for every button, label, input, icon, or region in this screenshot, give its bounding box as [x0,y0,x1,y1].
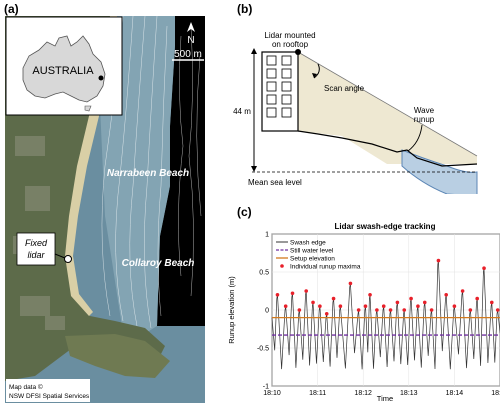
y-tick-label: -0.5 [257,346,269,353]
x-axis-ticks: 18:10 18:11 18:12 18:13 18:14 18:15 [263,390,500,397]
lidar-label-line1: Lidar mounted [264,31,315,40]
runup-maximum-point [304,289,308,293]
runup-maximum-point [318,304,322,308]
runup-maximum-point [283,304,288,308]
x-tick-label: 18:13 [400,390,418,397]
beach-profile [297,130,478,167]
runup-maximum-point [409,296,413,301]
runup-maximum-point [395,300,400,305]
bathymetry-area [157,16,205,326]
runup-maximum-point [460,289,465,293]
runup-maximum-point [275,293,280,297]
msl-label: Mean sea level [248,178,302,187]
lidar-sensor-icon [295,49,301,55]
australia-outline [22,35,106,103]
inset-country-label: AUSTRALIA [32,65,94,77]
y-tick-label: -1 [263,384,269,391]
schematic-panel: Lidar mounted on rooftop Scan angle Wave… [233,31,478,194]
scan-angle-label: Scan angle [324,84,365,93]
beach2-label: Collaroy Beach [122,258,195,269]
runup-maximum-point [444,293,448,297]
credit-line1: Map data © [9,383,43,391]
scale-label: 500 m [174,49,202,60]
x-tick-label: 18:10 [263,390,281,397]
runup-maximum-point [368,293,372,297]
runup-maximum-point [356,308,361,312]
legend-setup: Setup elevation [290,256,335,263]
legend-maxima: Individual runup maxima [290,264,361,271]
runup-maximum-point [363,304,368,308]
building [261,51,299,132]
x-tick-label: 18:14 [446,390,464,397]
height-label: 44 m [233,107,251,116]
panel-a-label: (a) [4,2,19,16]
legend: Swash edge Still water level Setup eleva… [276,240,361,271]
x-tick-label: 18:15 [491,390,500,397]
site-label-line1: Fixed [25,238,48,248]
y-axis-ticks: -1 -0.5 0 0.5 1 [257,232,269,391]
wave-label-line2: runup [414,115,435,124]
runup-maximum-point [495,308,500,312]
y-tick-label: 0 [265,308,269,315]
runup-maximum-point [429,308,434,312]
runup-maximum-point [324,312,329,316]
runup-maximum-point [468,308,473,312]
runup-maximum-point [290,291,295,296]
runup-maximum-point [452,304,457,308]
x-tick-label: 18:12 [354,390,372,397]
site-marker-inset [98,75,104,81]
north-label: N [187,35,194,46]
runup-maximum-point [388,308,393,312]
y-tick-label: 1 [265,232,269,239]
credit-line2: NSW DFSI Spatial Services [9,393,90,400]
runup-maxima-points [275,258,500,316]
x-axis-label: Time [377,394,393,403]
runup-maximum-point [482,266,486,270]
runup-maximum-point [297,308,302,312]
site-label-box [16,232,56,266]
runup-maximum-point [375,308,379,312]
legend-swash: Swash edge [290,240,326,247]
wave-label-line1: Wave [414,106,435,115]
y-tick-label: 0.5 [259,270,269,277]
runup-maximum-point [436,258,441,263]
runup-maximum-point [311,300,315,305]
map-panel: AUSTRALIA N 500 m Narrabeen Beach Collar… [5,16,205,403]
site-label-line2: lidar [27,250,45,260]
panel-c-label: (c) [237,205,252,219]
runup-maximum-point [338,304,343,308]
legend-still-water: Still water level [290,248,334,255]
runup-maximum-point [416,304,420,308]
north-arrow-icon [187,22,195,32]
credit-box [6,379,90,402]
chart-title: Lidar swash-edge tracking [335,222,436,231]
panel-b-label: (b) [237,2,253,16]
runup-chart: Lidar swash-edge tracking -1 -0.5 0 0.5 1 18… [227,222,500,403]
runup-maximum-point [489,300,494,305]
beach1-label: Narrabeen Beach [107,168,189,179]
y-axis-label: Runup elevation (m) [227,276,236,344]
runup-maximum-point [402,308,407,312]
runup-maximum-point [348,281,353,286]
lidar-label-line2: on rooftop [272,40,309,49]
lidar-scan-beam [298,52,477,164]
runup-maximum-point [475,296,479,301]
runup-maximum-point [381,304,386,308]
fixed-lidar-marker [64,255,72,263]
runup-maximum-point [331,296,336,301]
x-tick-label: 18:11 [309,390,326,397]
runup-maximum-point [422,300,427,305]
